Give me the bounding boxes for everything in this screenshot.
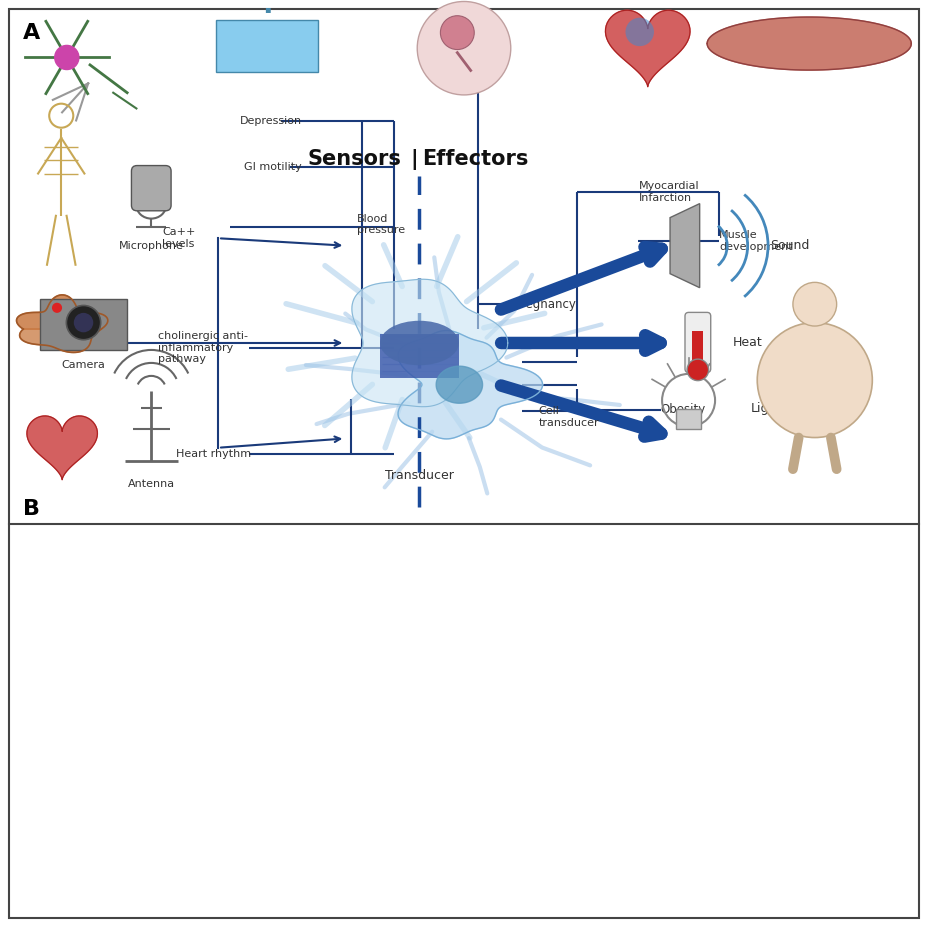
Text: ▪: ▪	[263, 4, 271, 14]
FancyBboxPatch shape	[216, 20, 318, 72]
Circle shape	[417, 2, 510, 95]
Bar	[692, 331, 703, 368]
Text: Blood
pressure: Blood pressure	[357, 213, 405, 235]
Text: Heart rhythm: Heart rhythm	[176, 450, 251, 459]
Text: Effectors: Effectors	[422, 149, 528, 170]
Text: Obesity: Obesity	[660, 403, 705, 416]
Text: Sound: Sound	[769, 239, 809, 252]
Text: Cell
transducer: Cell transducer	[538, 406, 598, 428]
Text: Transducer: Transducer	[385, 469, 453, 482]
Polygon shape	[27, 416, 97, 479]
Text: Muscle
development: Muscle development	[718, 230, 792, 252]
Text: A: A	[23, 23, 41, 44]
FancyBboxPatch shape	[40, 299, 127, 349]
Text: Myocardial
Infarction: Myocardial Infarction	[638, 181, 698, 203]
Ellipse shape	[380, 321, 459, 365]
Circle shape	[625, 18, 654, 46]
Text: Light: Light	[750, 401, 781, 414]
Polygon shape	[604, 10, 690, 86]
Circle shape	[74, 313, 93, 333]
Text: Sensors: Sensors	[307, 149, 400, 170]
Polygon shape	[669, 204, 699, 287]
Circle shape	[686, 359, 708, 381]
FancyBboxPatch shape	[684, 312, 710, 373]
FancyBboxPatch shape	[9, 9, 918, 918]
Text: Antenna: Antenna	[128, 478, 174, 489]
Bar	[675, 410, 701, 429]
Text: cholinergic anti-
inflammatory
pathway: cholinergic anti- inflammatory pathway	[158, 331, 248, 364]
Polygon shape	[706, 17, 910, 70]
Polygon shape	[19, 329, 101, 352]
Polygon shape	[398, 331, 542, 438]
Text: Pregnancy: Pregnancy	[514, 298, 577, 311]
Polygon shape	[17, 295, 108, 329]
Text: Heat: Heat	[732, 337, 762, 349]
Polygon shape	[436, 366, 482, 403]
Text: Ca++
levels: Ca++ levels	[162, 227, 196, 249]
Circle shape	[67, 306, 100, 339]
Bar	[380, 334, 459, 378]
Circle shape	[792, 283, 836, 326]
Polygon shape	[351, 279, 507, 407]
Circle shape	[756, 323, 871, 438]
Text: B: B	[23, 499, 40, 519]
Circle shape	[440, 16, 474, 49]
Circle shape	[55, 45, 79, 70]
Text: |: |	[410, 149, 417, 170]
FancyBboxPatch shape	[132, 166, 171, 210]
Text: GI motility: GI motility	[244, 162, 301, 171]
Text: Depression: Depression	[239, 116, 301, 125]
Text: Camera: Camera	[61, 360, 106, 370]
Text: Microphone: Microphone	[119, 241, 184, 251]
Circle shape	[52, 303, 62, 313]
